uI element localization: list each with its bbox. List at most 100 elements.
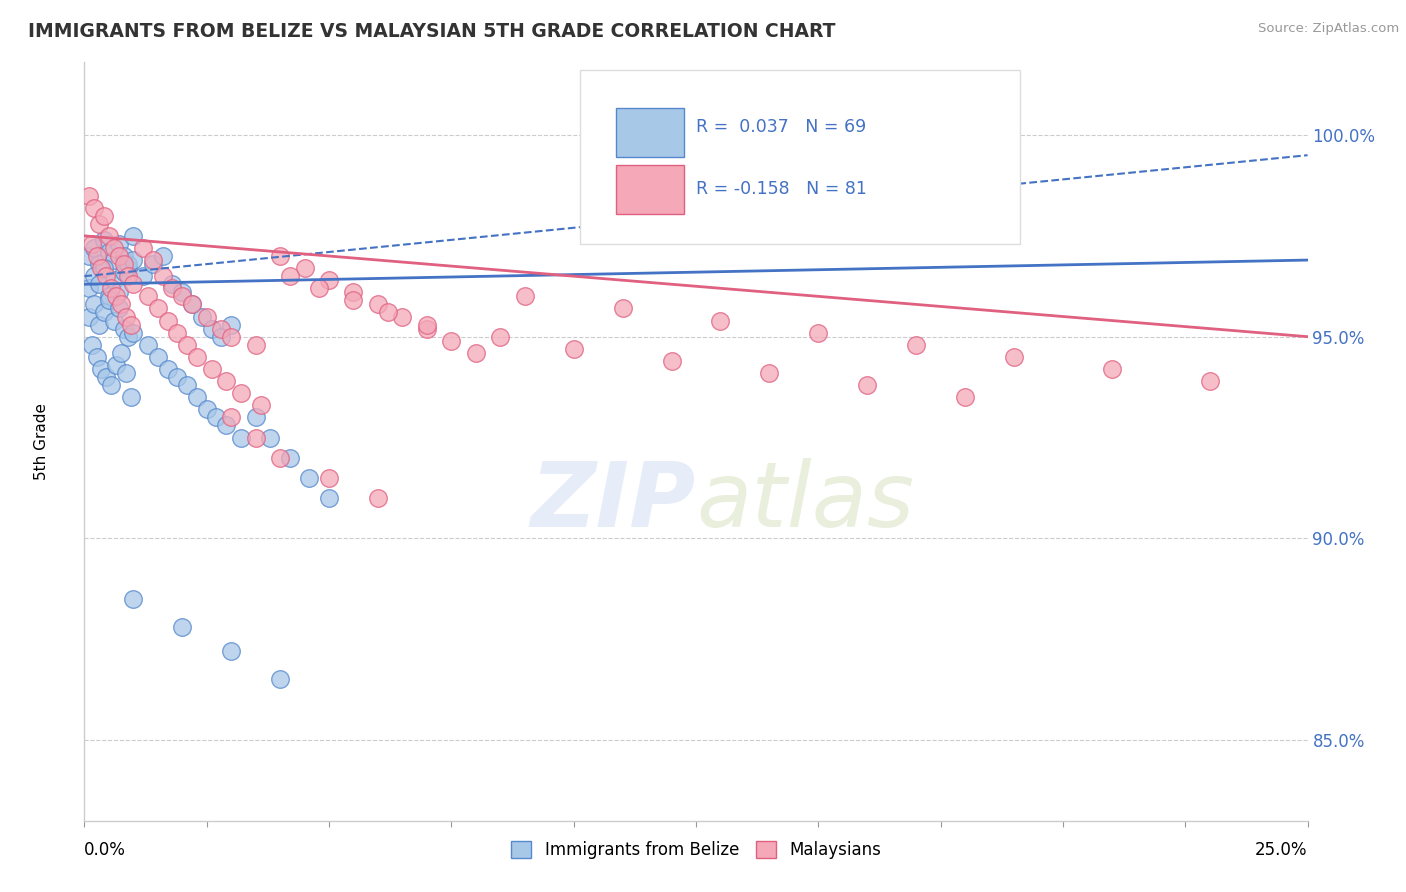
Point xyxy=(367,297,389,311)
Point xyxy=(269,450,291,465)
Point xyxy=(219,410,242,425)
Point xyxy=(80,236,103,251)
Point xyxy=(245,337,267,351)
Point xyxy=(87,217,110,231)
Point xyxy=(156,362,179,376)
Point xyxy=(219,318,242,332)
Point xyxy=(97,244,120,259)
Point xyxy=(122,228,145,243)
Point xyxy=(146,301,169,316)
Point xyxy=(377,305,399,319)
Point xyxy=(107,285,129,300)
Point xyxy=(90,261,112,276)
Point xyxy=(93,261,115,276)
Point xyxy=(86,249,108,263)
Point xyxy=(96,370,118,384)
Point xyxy=(186,390,208,404)
Point xyxy=(176,378,198,392)
Point xyxy=(278,269,301,284)
Point xyxy=(219,644,242,658)
Legend: Immigrants from Belize, Malaysians: Immigrants from Belize, Malaysians xyxy=(505,834,887,865)
Point xyxy=(318,471,340,485)
Point xyxy=(172,285,194,300)
Text: R =  0.037   N = 69: R = 0.037 N = 69 xyxy=(696,118,866,136)
Point xyxy=(186,350,208,364)
Point xyxy=(215,418,238,433)
Point xyxy=(464,346,486,360)
Point xyxy=(117,261,139,276)
Point xyxy=(172,289,194,303)
Point xyxy=(215,374,238,388)
Point xyxy=(132,241,155,255)
Point xyxy=(146,350,169,364)
Point xyxy=(205,410,228,425)
Point xyxy=(77,281,100,295)
Point xyxy=(166,326,188,340)
Point xyxy=(176,337,198,351)
Point xyxy=(120,390,142,404)
Point xyxy=(142,253,165,268)
Point xyxy=(342,285,364,300)
Point xyxy=(259,430,281,444)
Point xyxy=(308,281,330,295)
Point xyxy=(1198,374,1220,388)
Point xyxy=(209,321,232,335)
Point xyxy=(87,257,110,271)
Point xyxy=(96,269,118,284)
Point xyxy=(661,354,683,368)
Point xyxy=(905,337,928,351)
Point xyxy=(136,289,159,303)
Point xyxy=(156,313,179,327)
Point xyxy=(103,241,125,255)
Point xyxy=(107,236,129,251)
Point xyxy=(709,313,731,327)
Point xyxy=(117,269,139,284)
Point xyxy=(93,305,115,319)
Point xyxy=(107,301,129,316)
Point xyxy=(90,362,112,376)
Point xyxy=(105,358,128,372)
Point xyxy=(100,281,122,295)
Point xyxy=(181,297,204,311)
Point xyxy=(278,450,301,465)
Point xyxy=(162,281,184,295)
Point xyxy=(117,329,139,343)
Point xyxy=(122,326,145,340)
Point xyxy=(83,241,105,255)
Point xyxy=(112,321,135,335)
Point xyxy=(100,378,122,392)
Point xyxy=(83,201,105,215)
Point xyxy=(1002,350,1025,364)
Point xyxy=(209,329,232,343)
Point xyxy=(269,673,291,687)
Point xyxy=(132,269,155,284)
Point xyxy=(122,253,145,268)
Point xyxy=(152,249,174,263)
Point xyxy=(93,233,115,247)
Point xyxy=(110,297,132,311)
Point xyxy=(103,313,125,327)
Point xyxy=(416,318,439,332)
Point xyxy=(367,491,389,505)
Point xyxy=(122,277,145,292)
Point xyxy=(219,329,242,343)
Text: atlas: atlas xyxy=(696,458,914,546)
Point xyxy=(110,346,132,360)
Text: ZIP: ZIP xyxy=(530,458,696,546)
Text: R = -0.158   N = 81: R = -0.158 N = 81 xyxy=(696,180,868,198)
Point xyxy=(249,398,271,412)
Point xyxy=(245,410,267,425)
Point xyxy=(318,273,340,287)
Point xyxy=(612,301,634,316)
Point xyxy=(200,321,222,335)
Point xyxy=(318,491,340,505)
Point xyxy=(97,289,120,303)
Point xyxy=(191,310,214,324)
Text: 25.0%: 25.0% xyxy=(1256,841,1308,859)
Point xyxy=(105,289,128,303)
Point xyxy=(77,310,100,324)
Point xyxy=(107,249,129,263)
FancyBboxPatch shape xyxy=(579,70,1021,244)
Point xyxy=(416,321,439,335)
Point xyxy=(294,261,316,276)
